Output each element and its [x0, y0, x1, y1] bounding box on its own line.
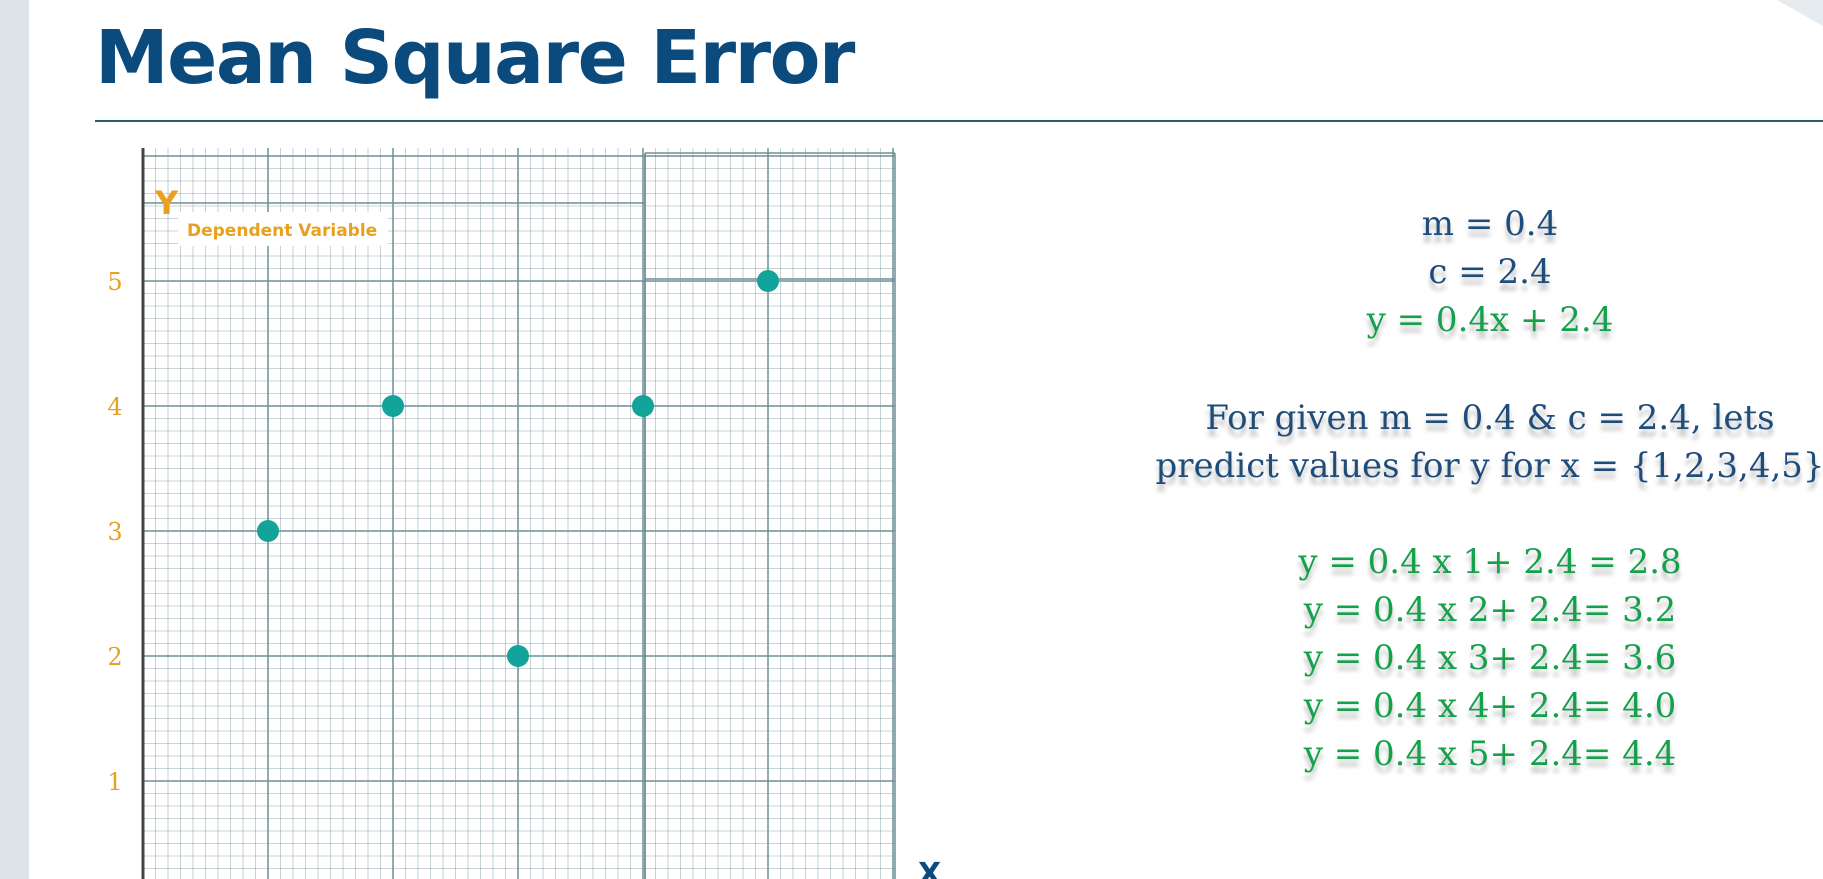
y-tick-label: 5: [107, 268, 122, 296]
x-axis-label: X: [918, 857, 941, 879]
spacer: [1120, 490, 1823, 538]
scatter-plot: Y Dependent Variable 1 2 3 4 5 X: [107, 148, 941, 879]
corner-decoration: [1777, 0, 1823, 26]
instruction-line-2: predict values for y for x = {1,2,3,4,5}: [1155, 446, 1823, 486]
prediction-x2: y = 0.4 x 2+ 2.4= 3.2: [1303, 590, 1677, 630]
prediction-x3: y = 0.4 x 3+ 2.4= 3.6: [1303, 638, 1677, 678]
prediction-x1: y = 0.4 x 1+ 2.4 = 2.8: [1298, 542, 1682, 582]
title-divider: [95, 120, 1823, 122]
y-label-backdrop: [178, 212, 388, 246]
data-points: [257, 270, 779, 667]
param-m: m = 0.4: [1421, 204, 1559, 244]
grid-extra-lines: [143, 152, 896, 879]
slide-title: Mean Square Error: [95, 15, 855, 101]
spacer: [1120, 344, 1823, 394]
line-equation: y = 0.4x + 2.4: [1366, 300, 1614, 340]
y-tick-labels: 1 2 3 4 5: [107, 268, 122, 796]
left-accent-strip: [0, 0, 29, 879]
y-tick-label: 3: [107, 518, 122, 546]
param-c: c = 2.4: [1428, 252, 1552, 292]
grid-minor: [143, 148, 895, 879]
data-point: [757, 270, 779, 292]
y-axis-subtitle: Dependent Variable: [187, 221, 377, 241]
instruction-line-1: For given m = 0.4 & c = 2.4, lets: [1205, 398, 1775, 438]
y-tick-label: 2: [107, 643, 122, 671]
prediction-x4: y = 0.4 x 4+ 2.4= 4.0: [1303, 686, 1677, 726]
data-point: [382, 395, 404, 417]
y-tick-label: 4: [107, 393, 122, 421]
data-point: [257, 520, 279, 542]
data-point: [507, 645, 529, 667]
prediction-x5: y = 0.4 x 5+ 2.4= 4.4: [1303, 734, 1677, 774]
data-point: [632, 395, 654, 417]
equation-panel: m = 0.4 c = 2.4 y = 0.4x + 2.4 For given…: [1120, 200, 1823, 778]
y-axis-label: Y: [154, 184, 179, 222]
y-tick-label: 1: [107, 768, 122, 796]
